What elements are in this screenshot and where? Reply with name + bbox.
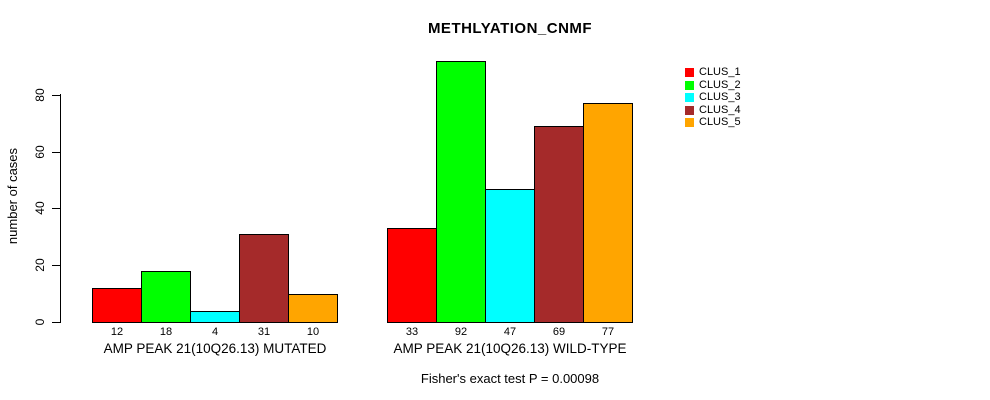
bar-clus_3 (190, 311, 240, 323)
y-axis-line (60, 94, 61, 323)
x-category-label: AMP PEAK 21(10Q26.13) WILD-TYPE (393, 341, 627, 356)
bar-clus_2 (141, 271, 191, 323)
y-tick-label: 40 (33, 201, 47, 216)
bar-value-label: 10 (306, 326, 320, 338)
bar-clus_4 (534, 126, 584, 323)
bar-value-label: 18 (159, 326, 173, 338)
bar-clus_4 (239, 234, 289, 323)
y-tick (52, 94, 60, 96)
bar-value-label: 12 (110, 326, 124, 338)
y-tick (52, 151, 60, 153)
bar-value-label: 33 (405, 326, 419, 338)
fisher-test-note: Fisher's exact test P = 0.00098 (420, 371, 600, 386)
bar-clus_5 (583, 103, 633, 323)
legend-swatch-clus_4 (685, 105, 694, 115)
y-tick-label: 20 (33, 258, 47, 272)
y-tick (52, 322, 60, 323)
legend-label: CLUS_1 (699, 66, 741, 78)
bar-value-label: 47 (503, 326, 517, 338)
bar-clus_1 (387, 228, 437, 323)
bar-clus_3 (485, 189, 535, 323)
legend-label: CLUS_2 (699, 78, 741, 91)
legend-label: CLUS_3 (699, 91, 741, 104)
bar-value-label: 31 (257, 326, 271, 338)
y-axis-title: number of cases (5, 147, 20, 245)
bar-value-label: 77 (601, 326, 615, 338)
chart-title: METHLYATION_CNMF (427, 20, 593, 37)
y-tick-label: 60 (33, 144, 47, 159)
legend-label: CLUS_4 (699, 103, 741, 116)
bar-value-label: 92 (454, 326, 468, 338)
y-tick-label: 80 (33, 88, 47, 102)
legend-swatch-clus_1 (685, 68, 694, 77)
legend-swatch-clus_3 (685, 93, 694, 103)
legend-swatch-clus_2 (685, 80, 694, 90)
bar-clus_2 (436, 61, 486, 323)
legend-swatch-clus_5 (685, 118, 694, 128)
bar-clus_5 (288, 294, 338, 323)
y-tick (52, 265, 60, 267)
y-tick (52, 208, 60, 210)
bar-value-label: 69 (552, 326, 566, 338)
bar-value-label: 4 (211, 326, 219, 338)
bar-clus_1 (92, 288, 142, 323)
y-tick-label: 0 (33, 318, 47, 326)
legend-label: CLUS_5 (699, 116, 741, 129)
x-category-label: AMP PEAK 21(10Q26.13) MUTATED (103, 341, 327, 356)
